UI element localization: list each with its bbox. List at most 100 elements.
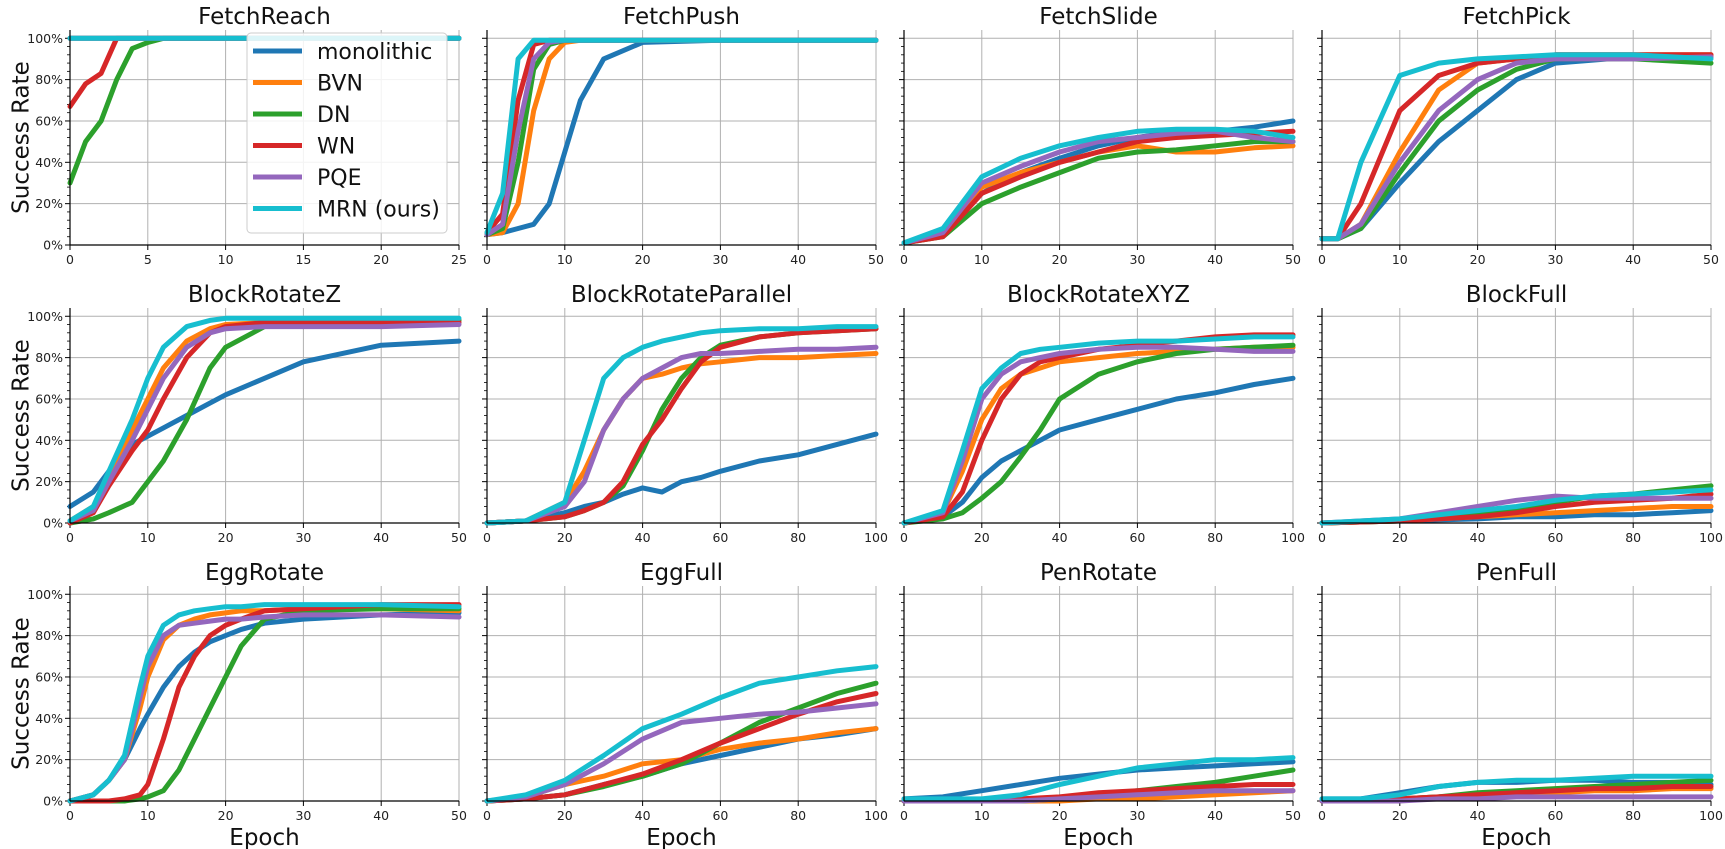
series-line-monolithic: [901, 375, 1296, 526]
x-tick-label: 10: [218, 252, 234, 267]
x-tick-label: 100: [1699, 808, 1723, 823]
x-tick-label: 20: [557, 808, 573, 823]
series-line-wn: [484, 326, 879, 526]
x-tick-label: 60: [1547, 530, 1563, 545]
subplot-blockrotatez: 0 10 20 30 40 50 0% 20% 40% 60% 80% 100% BlockRotate…: [9, 282, 467, 545]
series-line-wn: [67, 602, 462, 804]
series-line-mrn: [484, 664, 879, 804]
series-line-dn: [67, 606, 462, 804]
series-line-mrn: [901, 334, 1296, 526]
series-line-mrn: [67, 315, 462, 524]
subplot-title: EggFull: [640, 560, 723, 586]
x-tick-label: 100: [1281, 530, 1305, 545]
x-tick-label: 40: [1207, 808, 1223, 823]
series-line-bvn: [484, 351, 879, 526]
y-tick-label: 20%: [35, 474, 63, 489]
x-tick-label: 50: [451, 530, 467, 545]
series-line-dn: [901, 139, 1296, 246]
x-tick-label: 20: [635, 252, 651, 267]
x-tick-label: 0: [900, 530, 908, 545]
x-tick-label: 20: [1052, 252, 1068, 267]
x-tick-label: 25: [451, 252, 467, 267]
series-line-pqe: [484, 701, 879, 804]
x-tick-label: 40: [1625, 252, 1641, 267]
series-line-pqe: [901, 344, 1296, 526]
x-tick-label: 0: [900, 252, 908, 267]
legend-label: BVN: [317, 72, 363, 97]
subplot-eggfull: 0 20 40 60 80 100 EggFull Epoch: [482, 560, 888, 849]
subplot-fetchslide: 0 10 20 30 40 50 FetchSlide: [899, 4, 1301, 267]
series-line-dn: [901, 342, 1296, 526]
series-line-pqe: [901, 128, 1296, 246]
series-line-monolithic: [67, 610, 462, 804]
y-tick-label: 80%: [35, 72, 63, 87]
subplot-title: PenFull: [1476, 560, 1557, 586]
x-tick-label: 80: [1625, 808, 1641, 823]
series-line-bvn: [67, 606, 462, 804]
x-tick-label: 20: [1392, 808, 1408, 823]
x-tick-label: 20: [218, 530, 234, 545]
x-tick-label: 0: [1318, 530, 1326, 545]
x-tick-label: 20: [974, 530, 990, 545]
x-tick-label: 10: [974, 808, 990, 823]
subplot-title: EggRotate: [205, 560, 324, 586]
y-tick-label: 20%: [35, 196, 63, 211]
x-tick-label: 0: [900, 808, 908, 823]
x-tick-label: 80: [790, 808, 806, 823]
x-tick-label: 100: [1699, 530, 1723, 545]
series-line-mrn: [484, 37, 879, 236]
x-axis-label: Epoch: [229, 825, 299, 849]
x-tick-label: 20: [1470, 252, 1486, 267]
x-tick-label: 40: [1207, 252, 1223, 267]
x-tick-label: 0: [66, 530, 74, 545]
x-tick-label: 50: [1285, 252, 1301, 267]
x-tick-label: 40: [373, 808, 389, 823]
legend-label: WN: [317, 135, 355, 160]
y-tick-label: 80%: [35, 350, 63, 365]
y-tick-label: 0%: [43, 516, 63, 531]
subplot-title: PenRotate: [1040, 560, 1157, 586]
legend: monolithic BVN DN WN PQE MRN (ours): [246, 32, 448, 234]
series-line-wn: [901, 332, 1296, 526]
series-line-dn: [67, 317, 462, 526]
series-line-mrn: [1319, 773, 1714, 802]
x-tick-label: 0: [66, 252, 74, 267]
x-tick-label: 30: [1129, 252, 1145, 267]
x-tick-label: 30: [295, 530, 311, 545]
x-tick-label: 50: [868, 252, 884, 267]
x-axis-label: Epoch: [1063, 825, 1133, 849]
subplot-title: BlockRotateXYZ: [1007, 282, 1190, 308]
x-axis-label: Epoch: [1481, 825, 1551, 849]
subplot-title: BlockFull: [1466, 282, 1568, 308]
y-axis-label: Success Rate: [9, 339, 35, 492]
subplot-blockrotatexyz: 0 20 40 60 80 100 BlockRotateXYZ: [899, 282, 1305, 545]
x-tick-label: 20: [557, 530, 573, 545]
series-line-pqe: [484, 344, 879, 526]
subplot-title: FetchPick: [1462, 4, 1571, 30]
y-tick-label: 40%: [35, 711, 63, 726]
series-line-bvn: [67, 317, 462, 524]
x-tick-label: 30: [295, 808, 311, 823]
subplot-title: FetchReach: [198, 4, 331, 30]
subplot-title: FetchSlide: [1039, 4, 1158, 30]
subplot-blockfull: 0 20 40 60 80 100 BlockFull: [1317, 282, 1723, 545]
y-tick-label: 60%: [35, 113, 63, 128]
x-tick-label: 80: [1207, 530, 1223, 545]
y-tick-label: 60%: [35, 391, 63, 406]
y-tick-label: 0%: [43, 238, 63, 253]
x-tick-label: 100: [864, 808, 888, 823]
y-tick-label: 20%: [35, 752, 63, 767]
x-tick-label: 30: [1129, 808, 1145, 823]
x-tick-label: 80: [1625, 530, 1641, 545]
series-line-monolithic: [1319, 54, 1714, 242]
x-tick-label: 10: [140, 530, 156, 545]
legend-label: PQE: [317, 166, 361, 191]
subplot-eggrotate: 0 10 20 30 40 50 0% 20% 40% 60% 80% 100% EggRotate Su…: [9, 560, 467, 849]
y-axis-label: Success Rate: [9, 617, 35, 770]
x-tick-label: 15: [295, 252, 311, 267]
subplot-title: BlockRotateParallel: [571, 282, 792, 308]
x-tick-label: 10: [140, 808, 156, 823]
x-tick-label: 100: [864, 530, 888, 545]
x-tick-label: 10: [1392, 252, 1408, 267]
y-axis-label: Success Rate: [9, 61, 35, 214]
